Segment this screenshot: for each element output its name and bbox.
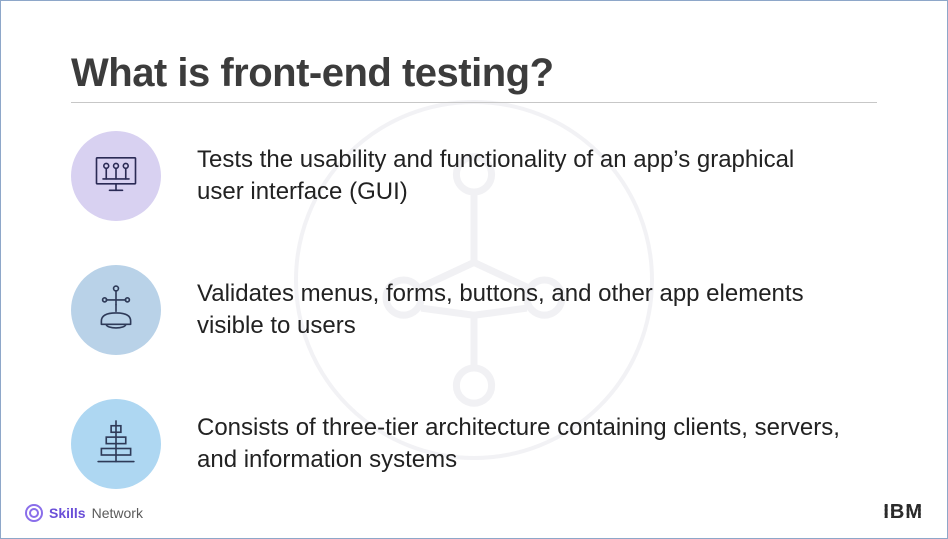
skills-glyph-icon xyxy=(25,504,43,522)
row-3: Consists of three-tier architecture cont… xyxy=(71,399,877,489)
row-1: Tests the usability and functionality of… xyxy=(71,131,877,221)
row-1-text: Tests the usability and functionality of… xyxy=(197,144,847,207)
badge-1 xyxy=(71,131,161,221)
row-2-text: Validates menus, forms, buttons, and oth… xyxy=(197,278,847,341)
badge-3 xyxy=(71,399,161,489)
slide: What is front-end testing? xyxy=(1,1,947,538)
bullet-rows: Tests the usability and functionality of… xyxy=(71,131,877,489)
title-rule xyxy=(71,102,877,103)
monitor-nodes-icon xyxy=(90,148,142,205)
hand-branch-icon xyxy=(90,282,142,339)
row-2: Validates menus, forms, buttons, and oth… xyxy=(71,265,877,355)
slide-title: What is front-end testing? xyxy=(71,51,877,96)
skills-rest: Network xyxy=(92,505,143,521)
skills-network-logo: Skills Network xyxy=(25,504,143,522)
row-3-text: Consists of three-tier architecture cont… xyxy=(197,412,847,475)
skills-bold: Skills xyxy=(49,505,86,521)
ibm-logo: IBM xyxy=(883,501,923,524)
footer: Skills Network IBM xyxy=(25,501,923,524)
badge-2 xyxy=(71,265,161,355)
stack-tiers-icon xyxy=(90,416,142,473)
